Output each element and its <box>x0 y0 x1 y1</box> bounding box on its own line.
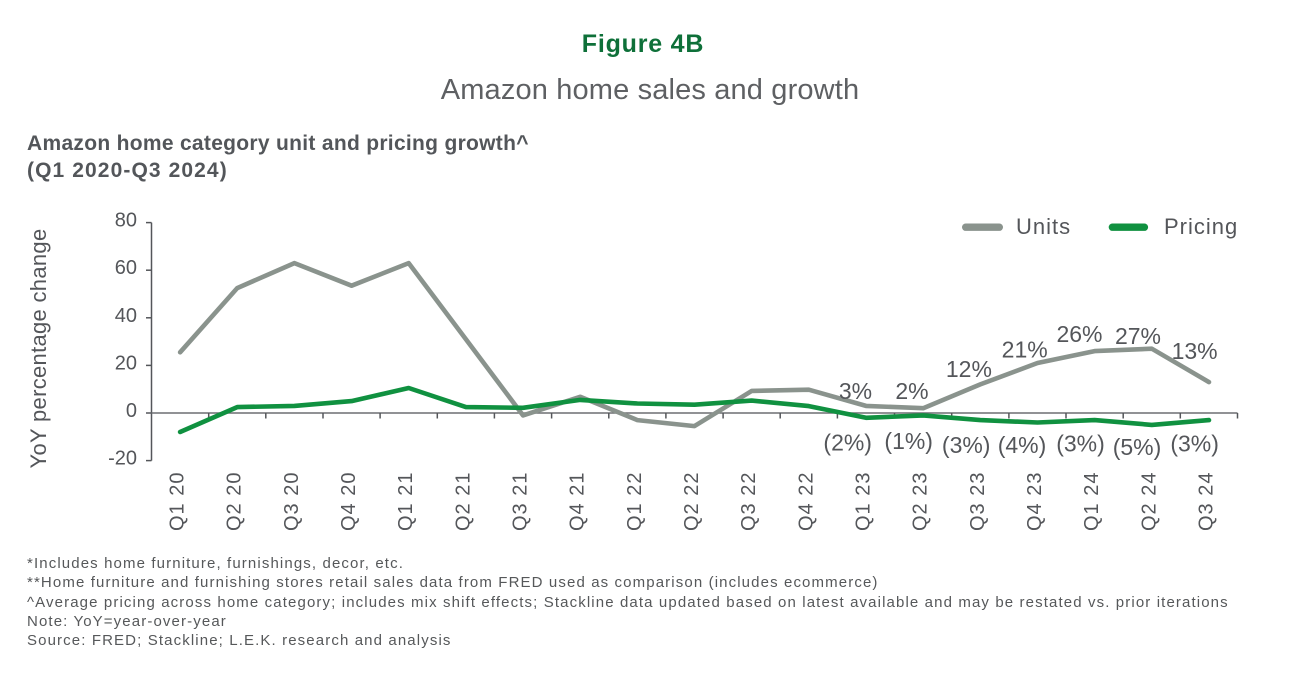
svg-text:Q2 24: Q2 24 <box>1138 472 1160 531</box>
svg-text:Q1 22: Q1 22 <box>624 472 646 531</box>
svg-text:(2%): (2%) <box>823 430 872 456</box>
svg-text:Q1 21: Q1 21 <box>395 472 417 531</box>
svg-text:Q2 20: Q2 20 <box>224 472 246 531</box>
svg-text:40: 40 <box>115 305 137 327</box>
svg-text:Q4 20: Q4 20 <box>338 472 360 531</box>
svg-text:Q2 22: Q2 22 <box>681 472 703 531</box>
svg-text:(3%): (3%) <box>1056 431 1105 457</box>
svg-text:(3%): (3%) <box>942 432 991 458</box>
svg-text:Q3 20: Q3 20 <box>281 472 303 531</box>
svg-text:(3%): (3%) <box>1170 431 1219 457</box>
svg-text:Q3 22: Q3 22 <box>738 472 760 531</box>
svg-text:(4%): (4%) <box>998 432 1047 458</box>
svg-text:(1%): (1%) <box>884 428 933 454</box>
svg-text:Q1 20: Q1 20 <box>167 472 189 531</box>
svg-text:Q3 24: Q3 24 <box>1196 472 1218 531</box>
svg-text:-20: -20 <box>108 448 137 470</box>
svg-text:(5%): (5%) <box>1113 434 1162 460</box>
svg-text:Q1 24: Q1 24 <box>1081 472 1103 531</box>
svg-text:Q4 22: Q4 22 <box>795 472 817 531</box>
svg-text:13%: 13% <box>1172 338 1218 364</box>
svg-text:20: 20 <box>115 352 137 374</box>
svg-text:2%: 2% <box>895 378 928 404</box>
svg-text:80: 80 <box>115 210 137 232</box>
svg-text:Q4 21: Q4 21 <box>567 472 589 531</box>
svg-text:Pricing: Pricing <box>1164 214 1238 239</box>
svg-text:Q4 23: Q4 23 <box>1024 472 1046 531</box>
svg-text:12%: 12% <box>946 356 992 382</box>
svg-text:Q2 23: Q2 23 <box>910 472 932 531</box>
svg-text:0: 0 <box>126 400 137 422</box>
svg-text:Q2 21: Q2 21 <box>452 472 474 531</box>
svg-text:3%: 3% <box>839 378 872 404</box>
svg-text:Q3 21: Q3 21 <box>510 472 532 531</box>
svg-text:21%: 21% <box>1002 336 1048 362</box>
svg-text:27%: 27% <box>1115 323 1161 349</box>
svg-text:Units: Units <box>1016 214 1071 239</box>
svg-text:60: 60 <box>115 257 137 279</box>
svg-text:Q3 23: Q3 23 <box>967 472 989 531</box>
svg-text:YoY percentage change: YoY percentage change <box>26 229 51 469</box>
svg-text:Q1 23: Q1 23 <box>853 472 875 531</box>
svg-text:26%: 26% <box>1056 321 1102 347</box>
